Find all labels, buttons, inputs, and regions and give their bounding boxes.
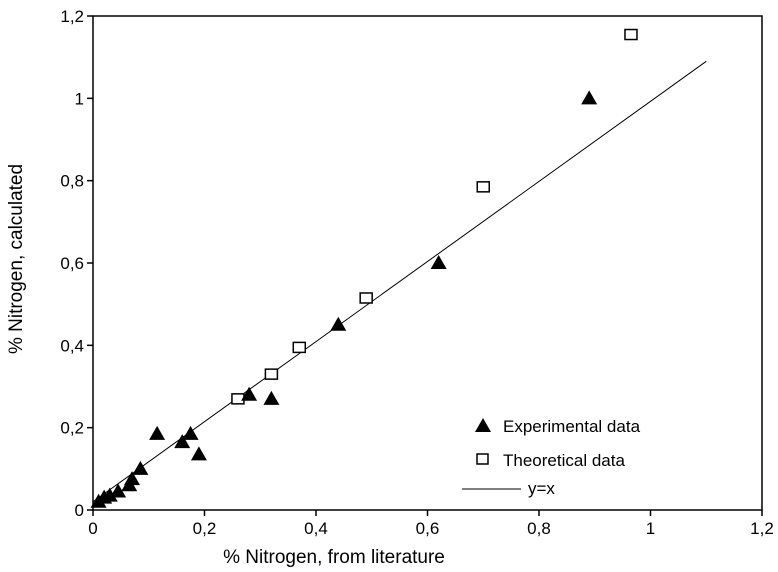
legend-experimental-marker xyxy=(475,418,491,432)
experimental-point xyxy=(174,434,191,449)
legend-theoretical-marker xyxy=(476,453,489,465)
experimental-point xyxy=(110,483,127,498)
experimental-point xyxy=(101,487,118,502)
theoretical-point xyxy=(359,292,373,304)
reference-line-y-equals-x xyxy=(92,60,707,503)
x-tick-label: 0,8 xyxy=(527,519,551,538)
experimental-point xyxy=(132,460,149,475)
theoretical-point xyxy=(624,28,638,41)
x-tick-label: 1,2 xyxy=(750,519,774,538)
axis-ticks: 0 0,2 0,4 0,6 0,8 1 1,2 0 0,2 0,4 0,6 0,8 1 1,2 xyxy=(60,7,773,538)
x-tick-label: 0 xyxy=(88,519,97,538)
y-tick-label: 0,8 xyxy=(60,172,84,191)
y-tick-label: 1,2 xyxy=(60,7,84,26)
data-marks xyxy=(90,28,707,508)
y-tick-label: 1 xyxy=(75,89,84,108)
x-tick-label: 0,6 xyxy=(416,519,440,538)
experimental-point xyxy=(263,390,280,405)
legend-theoretical-label: Theoretical data xyxy=(503,451,625,470)
theoretical-point xyxy=(231,393,245,405)
theoretical-point xyxy=(264,368,279,380)
experimental-point xyxy=(330,316,347,331)
x-axis-title: % Nitrogen, from literature xyxy=(223,547,445,568)
theoretical-point xyxy=(476,181,490,193)
legend-experimental-label: Experimental data xyxy=(503,417,641,436)
legend: Experimental data Theoretical data y=x xyxy=(462,417,641,498)
y-tick-label: 0 xyxy=(75,501,84,520)
experimental-point xyxy=(124,471,141,486)
experimental-point xyxy=(430,255,447,269)
x-tick-label: 1 xyxy=(646,519,655,538)
experimental-point xyxy=(149,425,166,440)
y-tick-label: 0,4 xyxy=(60,336,84,355)
x-tick-label: 0,4 xyxy=(304,519,328,538)
experimental-point xyxy=(190,446,207,461)
experimental-point xyxy=(182,425,199,440)
y-axis-title: % Nitrogen, calculated xyxy=(6,164,27,354)
experimental-point xyxy=(241,386,258,401)
experimental-point xyxy=(581,90,598,105)
y-tick-label: 0,2 xyxy=(60,419,84,438)
y-tick-label: 0,6 xyxy=(60,254,84,273)
legend-line-label: y=x xyxy=(528,479,555,498)
theoretical-point xyxy=(292,341,307,354)
x-tick-label: 0,2 xyxy=(193,519,217,538)
